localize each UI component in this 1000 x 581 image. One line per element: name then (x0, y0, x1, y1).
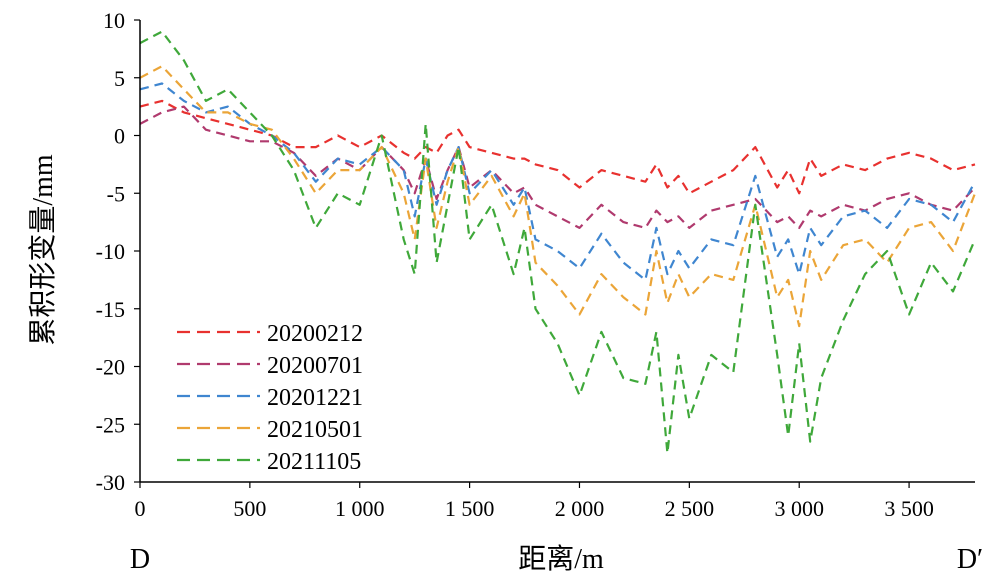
x-axis-label: 距离/m (518, 543, 604, 575)
y-tick-label: -25 (96, 412, 125, 437)
x-tick-label: 500 (233, 496, 266, 521)
tick-labels: 10 5 0 -5 -10 -15 -20 -25 -30 0 500 1 000 1 500 2 000… (96, 8, 934, 521)
legend-label: 20211105 (267, 449, 361, 475)
plot-lines (139, 30, 977, 455)
series-line-20200701 (139, 105, 976, 229)
series-line-20211105 (139, 30, 977, 455)
x-tick-label: 3 000 (774, 496, 824, 521)
x-tick-label: 0 (135, 496, 146, 521)
y-tick-label: -30 (96, 470, 125, 495)
x-tick-label: 3 500 (884, 496, 934, 521)
y-tick-label: -15 (96, 297, 125, 322)
legend-label: 20200212 (267, 321, 363, 347)
y-tick-label: 5 (114, 66, 125, 91)
y-axis-label: 累积形变量/mm (27, 154, 59, 346)
legend-label: 20201221 (267, 385, 363, 411)
series-line-20201221 (139, 82, 976, 281)
series-line-20210501 (139, 65, 977, 328)
endpoint-label-start: D (130, 544, 150, 575)
endpoint-label-end: D′ (957, 544, 983, 575)
legend-label: 20200701 (267, 353, 363, 379)
legend: 20200212 20200701 20201221 20210501 20211105 (177, 321, 363, 475)
y-tick-label: 10 (103, 8, 125, 33)
x-tick-label: 2 000 (555, 496, 605, 521)
y-tick-label: 0 (114, 124, 125, 149)
x-tick-label: 2 500 (665, 496, 715, 521)
x-tick-label: 1 500 (445, 496, 495, 521)
axes (134, 19, 975, 488)
series-line-20200212 (139, 99, 976, 195)
x-tick-label: 1 000 (335, 496, 385, 521)
y-tick-label: -20 (96, 355, 125, 380)
legend-label: 20210501 (267, 417, 363, 443)
y-tick-label: -10 (96, 239, 125, 264)
y-tick-label: -5 (107, 181, 125, 206)
